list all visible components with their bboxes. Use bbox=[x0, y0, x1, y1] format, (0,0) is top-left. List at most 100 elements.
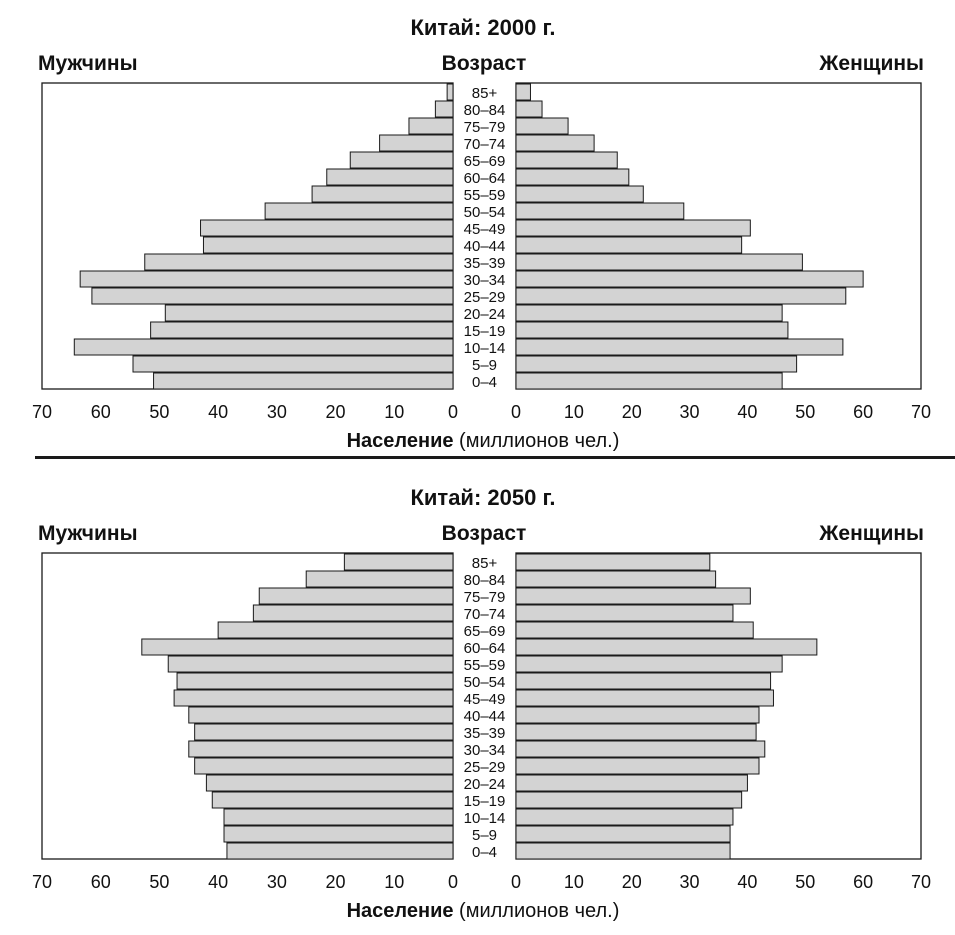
male-bar bbox=[80, 271, 453, 287]
x-axis-label: Население (миллионов чел.) bbox=[347, 900, 620, 922]
x-tick-label-left: 30 bbox=[267, 402, 287, 422]
age-group-label: 75–79 bbox=[464, 589, 506, 606]
female-bar bbox=[516, 373, 782, 389]
x-tick-label-left: 0 bbox=[448, 872, 458, 892]
age-group-label: 55–59 bbox=[464, 187, 506, 204]
female-bar bbox=[516, 356, 797, 372]
x-axis-label-bold: Население bbox=[347, 430, 454, 452]
male-bar bbox=[259, 588, 453, 604]
male-bar bbox=[212, 792, 453, 808]
x-tick-label-right: 70 bbox=[911, 872, 931, 892]
age-group-label: 10–14 bbox=[464, 340, 506, 357]
female-bar bbox=[516, 622, 753, 638]
male-bar bbox=[203, 237, 453, 253]
age-group-label: 55–59 bbox=[464, 657, 506, 674]
female-bar bbox=[516, 741, 765, 757]
x-tick-label-right: 50 bbox=[795, 402, 815, 422]
chart-title: Китай: 2000 г. bbox=[410, 15, 555, 40]
age-header-label: Возраст bbox=[442, 522, 527, 545]
age-group-label: 80–84 bbox=[464, 102, 506, 119]
age-group-label: 75–79 bbox=[464, 119, 506, 136]
female-bar bbox=[516, 152, 617, 168]
x-tick-label-left: 40 bbox=[208, 872, 228, 892]
age-header-label: Возраст bbox=[442, 52, 527, 75]
age-group-label: 50–54 bbox=[464, 674, 506, 691]
age-group-label: 70–74 bbox=[464, 136, 506, 153]
x-tick-label-left: 0 bbox=[448, 402, 458, 422]
female-bar bbox=[516, 673, 771, 689]
age-group-label: 0–4 bbox=[472, 374, 497, 391]
female-bar bbox=[516, 118, 568, 134]
age-group-label: 10–14 bbox=[464, 810, 506, 827]
female-bar bbox=[516, 843, 730, 859]
male-bar bbox=[133, 356, 453, 372]
age-group-label: 30–34 bbox=[464, 272, 506, 289]
x-tick-label-left: 50 bbox=[149, 402, 169, 422]
left-side-label: Мужчины bbox=[38, 522, 138, 545]
female-bar bbox=[516, 809, 733, 825]
age-group-label: 5–9 bbox=[472, 357, 497, 374]
male-bar bbox=[142, 639, 453, 655]
age-group-label: 70–74 bbox=[464, 606, 506, 623]
male-bar bbox=[447, 84, 453, 100]
x-tick-label-right: 20 bbox=[622, 402, 642, 422]
male-bar bbox=[224, 826, 453, 842]
x-tick-label-left: 20 bbox=[326, 872, 346, 892]
age-group-label: 15–19 bbox=[464, 793, 506, 810]
x-tick-label-left: 60 bbox=[91, 402, 111, 422]
x-tick-label-right: 50 bbox=[795, 872, 815, 892]
male-bar bbox=[189, 707, 453, 723]
age-group-label: 45–49 bbox=[464, 221, 506, 238]
male-bar bbox=[306, 571, 453, 587]
male-bar bbox=[253, 605, 453, 621]
female-bar bbox=[516, 792, 742, 808]
x-tick-label-right: 40 bbox=[737, 402, 757, 422]
age-group-label: 35–39 bbox=[464, 255, 506, 272]
female-bar bbox=[516, 588, 750, 604]
male-bar bbox=[74, 339, 453, 355]
x-tick-label-right: 10 bbox=[564, 402, 584, 422]
male-bar bbox=[174, 690, 453, 706]
male-bar bbox=[435, 101, 453, 117]
population-pyramid-chart: Китай: 2050 г. Мужчины Возраст Женщины 85+80… bbox=[0, 470, 955, 930]
female-bar bbox=[516, 554, 710, 570]
x-tick-label-left: 10 bbox=[384, 402, 404, 422]
female-bar bbox=[516, 220, 750, 236]
age-group-label: 40–44 bbox=[464, 708, 506, 725]
age-group-label: 0–4 bbox=[472, 844, 497, 861]
right-side-label: Женщины bbox=[818, 522, 924, 545]
female-bar bbox=[516, 639, 817, 655]
x-tick-label-left: 60 bbox=[91, 872, 111, 892]
female-bar bbox=[516, 135, 594, 151]
female-bar bbox=[516, 322, 788, 338]
chart-title: Китай: 2050 г. bbox=[410, 485, 555, 510]
male-bar bbox=[350, 152, 453, 168]
x-tick-label-left: 40 bbox=[208, 402, 228, 422]
x-axis-label-units: (миллионов чел.) bbox=[459, 900, 619, 922]
right-side-label: Женщины bbox=[818, 52, 924, 75]
female-bar bbox=[516, 707, 759, 723]
male-bar bbox=[344, 554, 453, 570]
x-tick-label-right: 0 bbox=[511, 402, 521, 422]
panel-separator bbox=[35, 456, 955, 459]
x-axis-label-bold: Население bbox=[347, 900, 454, 922]
male-bar bbox=[380, 135, 453, 151]
female-bar bbox=[516, 826, 730, 842]
female-bar bbox=[516, 271, 863, 287]
left-side-label: Мужчины bbox=[38, 52, 138, 75]
female-bar bbox=[516, 186, 643, 202]
female-bar bbox=[516, 254, 802, 270]
age-group-label: 35–39 bbox=[464, 725, 506, 742]
male-bar bbox=[145, 254, 453, 270]
female-bar bbox=[516, 605, 733, 621]
age-group-label: 30–34 bbox=[464, 742, 506, 759]
age-group-label: 85+ bbox=[472, 85, 498, 102]
pyramid-panel-2000: Китай: 2000 г. Мужчины Возраст Женщины 85+ 80… bbox=[0, 0, 955, 460]
age-group-label: 65–69 bbox=[464, 623, 506, 640]
age-group-label: 25–29 bbox=[464, 289, 506, 306]
age-group-label: 15–19 bbox=[464, 323, 506, 340]
x-tick-label-right: 20 bbox=[622, 872, 642, 892]
pyramid-panel-2050: Китай: 2050 г. Мужчины Возраст Женщины 85+ 80… bbox=[0, 470, 955, 930]
x-tick-label-left: 70 bbox=[32, 402, 52, 422]
x-tick-label-left: 70 bbox=[32, 872, 52, 892]
